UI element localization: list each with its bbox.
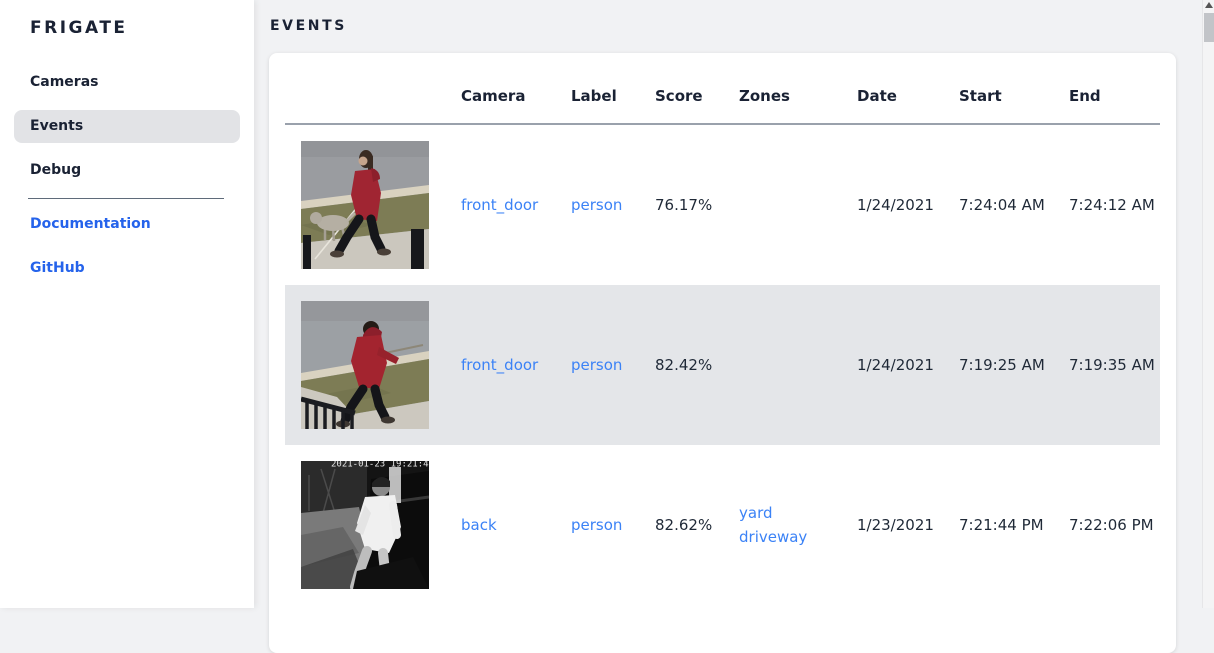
scrollbar[interactable]: [1202, 0, 1214, 608]
column-header-date: Date: [841, 69, 943, 124]
zone-link[interactable]: yard: [739, 501, 841, 525]
thumbnail-timestamp-overlay: 2021-01-23 19:21:44: [331, 461, 429, 470]
main-content: EVENTS Camera Label Score Zones Date Sta…: [254, 0, 1202, 608]
end-value: 7:19:35 AM: [1069, 356, 1155, 374]
date-value: 1/24/2021: [857, 356, 934, 374]
start-value: 7:24:04 AM: [959, 196, 1045, 214]
date-value: 1/23/2021: [857, 516, 934, 534]
column-header-end: End: [1053, 69, 1160, 124]
camera-link[interactable]: front_door: [461, 356, 538, 374]
end-value: 7:22:06 PM: [1069, 516, 1154, 534]
zone-link[interactable]: driveway: [739, 525, 841, 549]
sidebar-item-cameras[interactable]: Cameras: [14, 66, 240, 99]
score-value: 82.62%: [655, 516, 712, 534]
event-thumbnail[interactable]: [301, 141, 429, 269]
sidebar-link-documentation[interactable]: Documentation: [14, 208, 240, 241]
camera-link[interactable]: front_door: [461, 196, 538, 214]
camera-link[interactable]: back: [461, 516, 497, 534]
events-card: Camera Label Score Zones Date Start End: [269, 53, 1176, 653]
zones-cell: [723, 285, 841, 445]
sidebar-link-github[interactable]: GitHub: [14, 252, 240, 285]
scrollbar-up-arrow[interactable]: [1205, 2, 1213, 8]
table-row[interactable]: front_door person 82.42% 1/24/2021 7:19:…: [285, 285, 1160, 445]
label-link[interactable]: person: [571, 196, 622, 214]
zones-cell: yard driveway: [723, 445, 841, 605]
score-value: 76.17%: [655, 196, 712, 214]
column-header-label: Label: [555, 69, 639, 124]
events-table: Camera Label Score Zones Date Start End: [285, 69, 1160, 605]
start-value: 7:21:44 PM: [959, 516, 1044, 534]
table-header-row: Camera Label Score Zones Date Start End: [285, 69, 1160, 124]
sidebar-divider: [28, 198, 224, 199]
page-title: EVENTS: [270, 18, 1202, 34]
column-header-start: Start: [943, 69, 1053, 124]
label-link[interactable]: person: [571, 516, 622, 534]
score-value: 82.42%: [655, 356, 712, 374]
sidebar-item-events[interactable]: Events: [14, 110, 240, 143]
sidebar-nav: Cameras Events Debug Documentation GitHu…: [0, 66, 254, 285]
end-value: 7:24:12 AM: [1069, 196, 1155, 214]
column-header-camera: Camera: [445, 69, 555, 124]
column-header-score: Score: [639, 69, 723, 124]
date-value: 1/24/2021: [857, 196, 934, 214]
column-header-thumbnail: [285, 69, 445, 124]
scrollbar-thumb[interactable]: [1204, 13, 1214, 42]
sidebar-item-debug[interactable]: Debug: [14, 154, 240, 187]
app-logo: FRIGATE: [0, 0, 254, 38]
label-link[interactable]: person: [571, 356, 622, 374]
zones-cell: [723, 124, 841, 285]
column-header-zones: Zones: [723, 69, 841, 124]
event-thumbnail[interactable]: 2021-01-23 19:21:44: [301, 461, 429, 589]
table-row[interactable]: 2021-01-23 19:21:44 back person 82.62% y…: [285, 445, 1160, 605]
start-value: 7:19:25 AM: [959, 356, 1045, 374]
table-row[interactable]: front_door person 76.17% 1/24/2021 7:24:…: [285, 124, 1160, 285]
event-thumbnail[interactable]: [301, 301, 429, 429]
sidebar: FRIGATE Cameras Events Debug Documentati…: [0, 0, 254, 608]
